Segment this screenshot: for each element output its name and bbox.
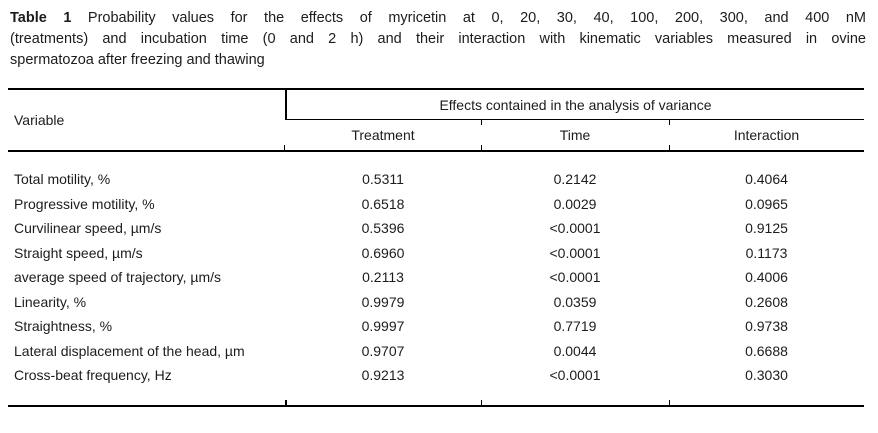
effects-header-group: Effects contained in the analysis of var… xyxy=(283,90,864,150)
table-row: Linearity, % 0.9979 0.0359 0.2608 xyxy=(8,290,864,315)
table-row: Progressive motility, % 0.6518 0.0029 0.… xyxy=(8,192,864,217)
rule-tick xyxy=(480,145,482,150)
cell-treatment: 0.9707 xyxy=(361,342,405,359)
rule-tick xyxy=(285,399,287,405)
cell-variable: average speed of trajectory, µm/s xyxy=(14,269,222,286)
cell-interaction: 0.4064 xyxy=(745,171,788,188)
rule-tick xyxy=(668,145,670,150)
column-header-time: Time xyxy=(481,120,669,150)
cell-interaction: 0.0965 xyxy=(745,195,788,212)
table-caption: Table 1 Probability values for the effec… xyxy=(10,8,866,71)
cell-time: <0.0001 xyxy=(549,244,601,261)
cell-interaction: 0.4006 xyxy=(745,269,788,286)
effects-spanner-header: Effects contained in the analysis of var… xyxy=(285,90,864,120)
column-header-variable: Variable xyxy=(8,90,285,150)
caption-line-2-text: (treatments) and incubation time (0 and … xyxy=(10,31,866,47)
cell-variable: Cross-beat frequency, Hz xyxy=(14,367,172,384)
rule-tick xyxy=(668,120,670,125)
cell-time: 0.7719 xyxy=(553,318,597,335)
rule-tick xyxy=(283,145,285,150)
table-header: Variable Effects contained in the analys… xyxy=(8,88,864,152)
table-row: Curvilinear speed, µm/s 0.5396 <0.0001 0… xyxy=(8,216,864,241)
cell-time: <0.0001 xyxy=(549,220,601,237)
column-header-treatment: Treatment xyxy=(285,120,481,150)
table-body: Total motility, % 0.5311 0.2142 0.4064 P… xyxy=(8,152,864,407)
cell-time: 0.0359 xyxy=(553,293,597,310)
interaction-header-label: Interaction xyxy=(733,127,800,143)
cell-variable: Curvilinear speed, µm/s xyxy=(14,220,162,237)
effects-spanner-label: Effects contained in the analysis of var… xyxy=(439,96,712,113)
cell-treatment: 0.9213 xyxy=(361,367,405,384)
cell-time: 0.2142 xyxy=(553,171,597,188)
cell-variable: Progressive motility, % xyxy=(14,195,155,212)
cell-treatment: 0.6518 xyxy=(361,195,405,212)
table-row: Straightness, % 0.9997 0.7719 0.9738 xyxy=(8,314,864,339)
cell-treatment: 0.9979 xyxy=(361,293,405,310)
cell-time: <0.0001 xyxy=(549,367,601,384)
cell-time: 0.0029 xyxy=(553,195,597,212)
cell-variable: Straightness, % xyxy=(14,318,113,335)
column-header-interaction: Interaction xyxy=(669,120,864,150)
caption-line-3: spermatozoa after freezing and thawing xyxy=(10,50,866,71)
cell-interaction: 0.3030 xyxy=(745,367,788,384)
table-row: Straight speed, µm/s 0.6960 <0.0001 0.11… xyxy=(8,241,864,266)
cell-interaction: 0.2608 xyxy=(745,293,788,310)
cell-interaction: 0.9125 xyxy=(745,220,788,237)
cell-time: <0.0001 xyxy=(549,269,601,286)
caption-line-1-text: Probability values for the effects of my… xyxy=(71,10,866,26)
cell-treatment: 0.5396 xyxy=(361,220,405,237)
cell-treatment: 0.5311 xyxy=(362,171,404,188)
anova-probability-table: Variable Effects contained in the analys… xyxy=(8,88,864,407)
cell-variable: Lateral displacement of the head, µm xyxy=(14,342,245,359)
cell-interaction: 0.1173 xyxy=(745,244,788,261)
caption-table-number: Table 1 xyxy=(10,10,72,26)
table-row: Cross-beat frequency, Hz 0.9213 <0.0001 … xyxy=(8,363,864,388)
cell-variable: Linearity, % xyxy=(14,293,87,310)
rule-tick xyxy=(668,399,670,405)
table-row: Total motility, % 0.5311 0.2142 0.4064 xyxy=(8,167,864,192)
cell-treatment: 0.6960 xyxy=(361,244,405,261)
cell-interaction: 0.9738 xyxy=(745,318,788,335)
rule-tick xyxy=(480,399,482,405)
cell-interaction: 0.6688 xyxy=(745,342,788,359)
caption-line-3-text: spermatozoa after freezing and thawing xyxy=(10,52,265,68)
cell-treatment: 0.9997 xyxy=(361,318,405,335)
rule-tick xyxy=(480,120,482,125)
treatment-header-label: Treatment xyxy=(351,127,415,143)
caption-line-1: Table 1 Probability values for the effec… xyxy=(10,8,866,29)
table-row: average speed of trajectory, µm/s 0.2113… xyxy=(8,265,864,290)
cell-treatment: 0.2113 xyxy=(362,269,404,286)
time-header-label: Time xyxy=(559,127,591,143)
cell-variable: Straight speed, µm/s xyxy=(14,244,143,261)
cell-time: 0.0044 xyxy=(553,342,597,359)
cell-variable: Total motility, % xyxy=(14,171,111,188)
caption-line-2: (treatments) and incubation time (0 and … xyxy=(10,29,866,50)
subheader-row: Treatment Time Interaction xyxy=(283,120,864,150)
table-row: Lateral displacement of the head, µm 0.9… xyxy=(8,339,864,364)
variable-header-label: Variable xyxy=(14,112,65,128)
